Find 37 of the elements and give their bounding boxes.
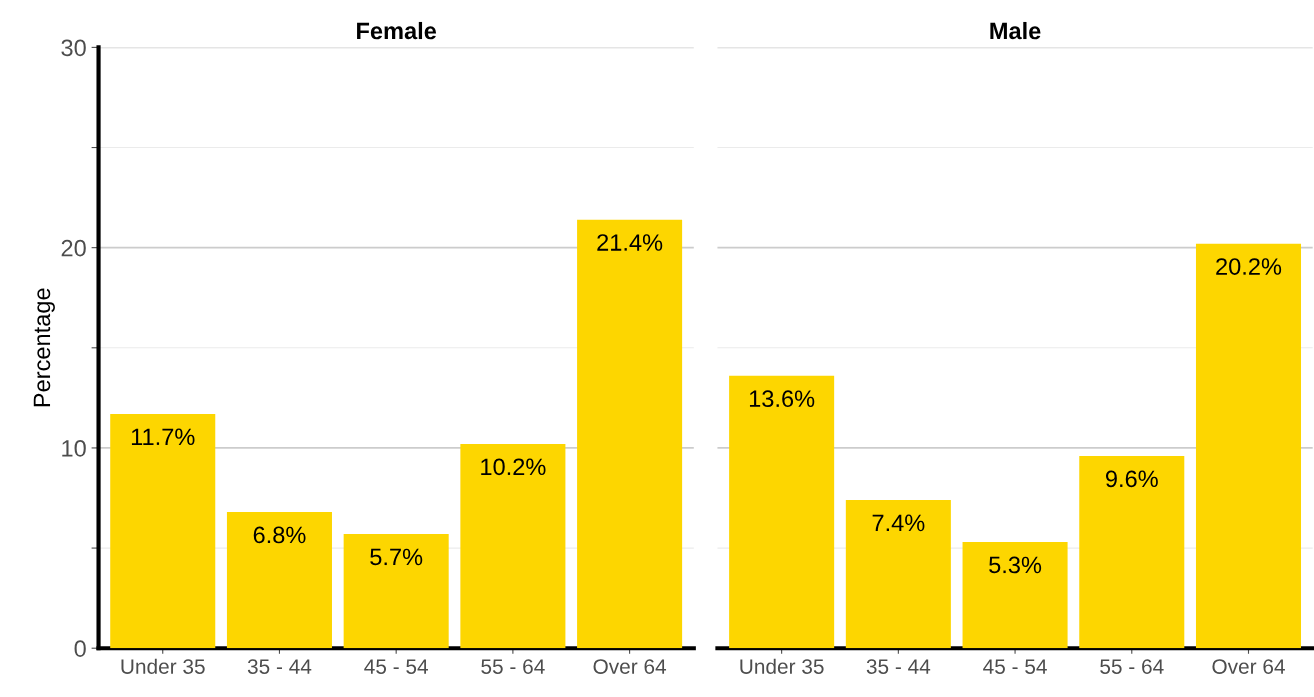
data-label: 9.6% — [1105, 470, 1158, 488]
data-label: 7.4% — [872, 514, 925, 532]
data-label: 13.6% — [749, 390, 815, 408]
bar — [577, 219, 683, 649]
data-label: 5.3% — [989, 556, 1042, 574]
x-tick-label: Under 35 — [740, 658, 824, 674]
y-axis-title: Percentage — [33, 288, 55, 407]
bar — [962, 542, 1068, 649]
bar — [110, 413, 216, 649]
chart-title: Male — [990, 21, 1041, 40]
data-label: 21.4% — [597, 234, 663, 251]
bar — [1079, 455, 1185, 649]
bar — [845, 500, 951, 649]
data-label: 10.2% — [481, 458, 546, 476]
bar — [1195, 243, 1302, 649]
y-tick-label: 10 — [62, 440, 86, 457]
x-tick-label: Under 35 — [121, 658, 205, 674]
y-tick-label: 20 — [61, 239, 86, 257]
x-tick-label: Over 64 — [593, 659, 667, 674]
bar — [460, 443, 566, 649]
bar — [343, 534, 449, 649]
data-label: 6.8% — [253, 526, 306, 544]
data-label: 5.7% — [370, 548, 423, 566]
x-tick-label: 35 - 44 — [866, 659, 931, 674]
bar — [729, 375, 835, 649]
bar — [226, 512, 332, 649]
x-tick-label: 45 - 54 — [983, 659, 1047, 674]
x-tick-label: 35 - 44 — [247, 659, 312, 674]
y-tick-label: 0 — [74, 640, 86, 657]
y-tick-label: 30 — [61, 39, 86, 57]
data-label: 20.2% — [1216, 258, 1282, 275]
chart-title: Female — [357, 21, 437, 40]
x-tick-label: 55 - 64 — [1100, 659, 1164, 674]
x-tick-label: 55 - 64 — [481, 659, 545, 674]
x-tick-label: Over 64 — [1212, 659, 1285, 674]
data-label: 11.7% — [131, 428, 195, 446]
x-tick-label: 45 - 54 — [364, 659, 428, 674]
